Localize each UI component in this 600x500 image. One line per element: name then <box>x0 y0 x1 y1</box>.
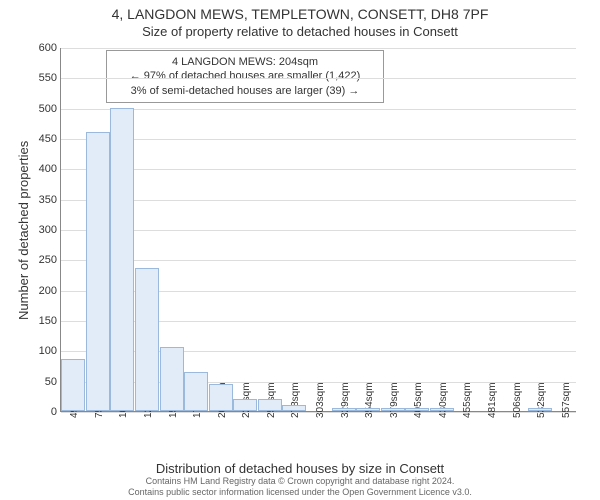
histogram-bar <box>135 268 159 411</box>
histogram-bar <box>86 132 110 411</box>
chart-container: 4, LANGDON MEWS, TEMPLETOWN, CONSETT, DH… <box>0 0 600 500</box>
histogram-bar <box>405 408 429 411</box>
annotation-line2: ← 97% of detached houses are smaller (1,… <box>115 69 375 83</box>
gridline <box>61 48 576 49</box>
y-tick-label: 600 <box>17 42 57 54</box>
histogram-bar <box>184 372 208 411</box>
y-tick-label: 100 <box>17 345 57 357</box>
y-tick-label: 550 <box>17 72 57 84</box>
histogram-bar <box>381 408 405 411</box>
chart-title-address: 4, LANGDON MEWS, TEMPLETOWN, CONSETT, DH… <box>0 6 600 22</box>
y-tick-label: 0 <box>17 406 57 418</box>
histogram-bar <box>61 359 85 411</box>
annotation-line3: 3% of semi-detached houses are larger (3… <box>115 84 375 98</box>
gridline <box>61 230 576 231</box>
histogram-bar <box>233 399 257 411</box>
footnote: Contains HM Land Registry data © Crown c… <box>0 476 600 498</box>
y-tick-label: 500 <box>17 103 57 115</box>
histogram-bar <box>209 384 233 411</box>
annotation-box: 4 LANGDON MEWS: 204sqm ← 97% of detached… <box>106 50 384 103</box>
histogram-bar <box>282 405 306 411</box>
histogram-bar <box>160 347 184 411</box>
histogram-bar <box>332 408 356 411</box>
gridline <box>61 412 576 413</box>
y-axis-label: Number of detached properties <box>16 141 31 320</box>
histogram-bar <box>528 408 552 411</box>
gridline <box>61 139 576 140</box>
gridline <box>61 200 576 201</box>
annotation-line1: 4 LANGDON MEWS: 204sqm <box>115 55 375 69</box>
histogram-bar <box>110 108 134 411</box>
histogram-bar <box>258 399 282 411</box>
footnote-line2: Contains public sector information licen… <box>0 487 600 498</box>
gridline <box>61 260 576 261</box>
y-tick-label: 50 <box>17 376 57 388</box>
gridline <box>61 109 576 110</box>
x-axis-label: Distribution of detached houses by size … <box>0 461 600 476</box>
chart-title-desc: Size of property relative to detached ho… <box>0 24 600 39</box>
histogram-bar <box>356 408 380 411</box>
gridline <box>61 78 576 79</box>
histogram-bar <box>430 408 454 411</box>
gridline <box>61 169 576 170</box>
footnote-line1: Contains HM Land Registry data © Crown c… <box>0 476 600 487</box>
